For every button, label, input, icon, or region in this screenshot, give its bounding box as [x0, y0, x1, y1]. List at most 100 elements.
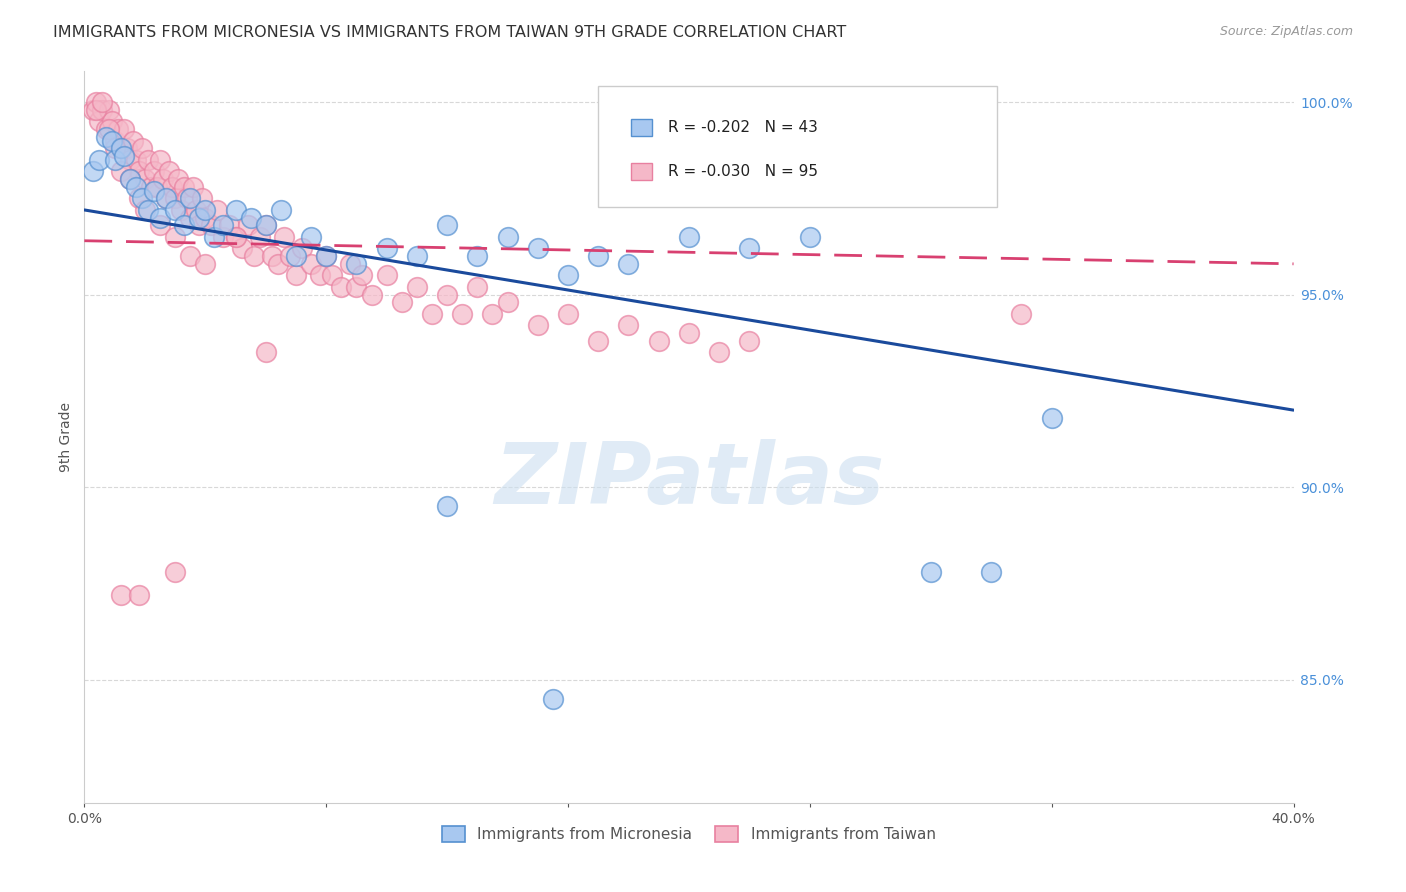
Point [648, 334, 671, 348]
Point [142, 184, 165, 198]
Point [352, 268, 374, 283]
Point [738, 242, 761, 256]
Point [678, 230, 700, 244]
Point [118, 153, 141, 167]
Point [112, 149, 135, 163]
Point [128, 588, 150, 602]
Point [451, 307, 474, 321]
Point [391, 295, 413, 310]
Point [541, 691, 564, 706]
Point [299, 257, 322, 271]
Point [107, 122, 129, 136]
Point [346, 280, 368, 294]
Point [149, 153, 172, 167]
Point [167, 172, 190, 186]
Point [920, 565, 942, 579]
Point [678, 326, 700, 340]
Point [82, 164, 104, 178]
Text: Source: ZipAtlas.com: Source: ZipAtlas.com [1219, 25, 1353, 38]
Point [496, 295, 519, 310]
Point [186, 202, 208, 217]
Point [110, 588, 132, 602]
Point [588, 334, 610, 348]
Point [285, 249, 308, 263]
Point [149, 219, 172, 233]
Point [360, 287, 382, 301]
Point [738, 334, 761, 348]
Point [100, 134, 122, 148]
Point [149, 211, 172, 225]
Point [339, 257, 361, 271]
Point [131, 141, 153, 155]
Point [191, 191, 214, 205]
Point [225, 230, 247, 244]
Point [980, 565, 1002, 579]
Point [97, 103, 120, 117]
Point [155, 191, 177, 205]
Point [89, 114, 111, 128]
Point [496, 230, 519, 244]
Point [110, 141, 132, 155]
Point [165, 202, 187, 217]
Text: IMMIGRANTS FROM MICRONESIA VS IMMIGRANTS FROM TAIWAN 9TH GRADE CORRELATION CHART: IMMIGRANTS FROM MICRONESIA VS IMMIGRANTS… [53, 25, 846, 40]
Point [115, 141, 138, 155]
Point [406, 249, 429, 263]
Point [588, 249, 610, 263]
Point [260, 249, 283, 263]
Point [270, 202, 292, 217]
Point [557, 307, 579, 321]
Point [249, 230, 271, 244]
Point [160, 179, 183, 194]
Point [467, 280, 489, 294]
Point [200, 219, 222, 233]
Point [225, 230, 247, 244]
Point [110, 164, 132, 178]
Point [254, 219, 277, 233]
Point [236, 219, 259, 233]
Point [91, 103, 114, 117]
Point [134, 202, 156, 217]
Point [218, 219, 240, 233]
Point [100, 114, 122, 128]
Point [527, 318, 550, 333]
Point [557, 268, 579, 283]
Point [239, 211, 262, 225]
Point [128, 164, 150, 178]
Point [94, 129, 117, 144]
Point [121, 134, 143, 148]
Point [273, 230, 295, 244]
Point [436, 219, 458, 233]
Point [155, 191, 177, 205]
Point [139, 179, 162, 194]
Point [188, 219, 211, 233]
Point [118, 172, 141, 186]
Point [285, 268, 308, 283]
Point [406, 280, 429, 294]
Point [299, 230, 322, 244]
Point [231, 242, 253, 256]
Point [436, 500, 458, 514]
Point [321, 268, 343, 283]
Point [134, 172, 156, 186]
Point [254, 345, 277, 359]
FancyBboxPatch shape [599, 86, 997, 207]
Legend: Immigrants from Micronesia, Immigrants from Taiwan: Immigrants from Micronesia, Immigrants f… [434, 819, 943, 850]
Point [481, 307, 503, 321]
Point [315, 249, 337, 263]
Point [799, 230, 821, 244]
Point [346, 257, 368, 271]
Point [1011, 307, 1033, 321]
Point [254, 219, 277, 233]
Point [202, 230, 225, 244]
Point [467, 249, 489, 263]
Point [375, 242, 398, 256]
Point [131, 191, 153, 205]
Point [315, 249, 337, 263]
Point [173, 219, 195, 233]
Point [170, 202, 193, 217]
Point [194, 202, 217, 217]
Point [142, 164, 165, 178]
FancyBboxPatch shape [631, 163, 652, 180]
Point [242, 249, 264, 263]
Point [709, 345, 731, 359]
